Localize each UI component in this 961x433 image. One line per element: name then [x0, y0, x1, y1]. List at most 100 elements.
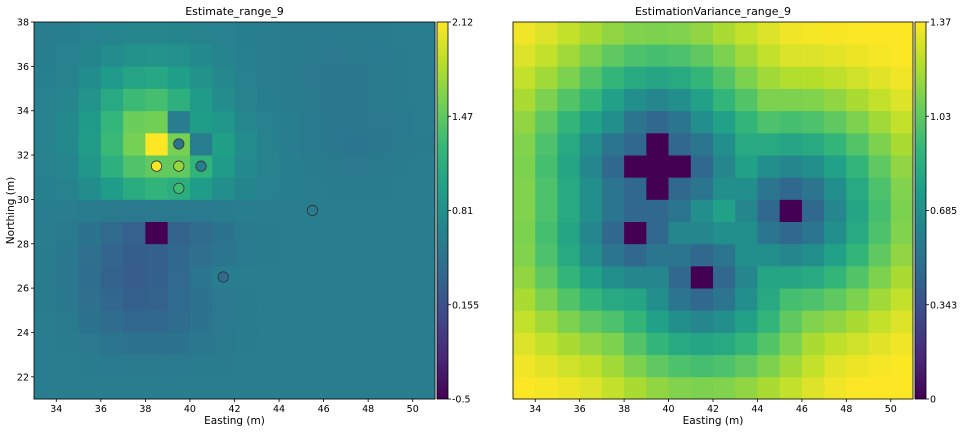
heat-cell — [301, 376, 325, 400]
heat-cell — [100, 376, 124, 400]
heat-cell — [579, 310, 603, 333]
heat-cell — [323, 199, 347, 222]
heat-cell — [757, 376, 781, 400]
heat-cell — [735, 243, 758, 267]
heat-cell — [890, 177, 914, 200]
heat-cell — [735, 221, 758, 245]
heat-cell — [234, 66, 258, 89]
heat-cell — [757, 199, 781, 222]
variance-title: EstimationVariance_range_9 — [635, 5, 791, 18]
heat-cell — [713, 22, 736, 45]
heat-cell — [535, 265, 558, 289]
heat-cell — [868, 22, 892, 45]
heat-cell — [345, 310, 369, 333]
heat-cell — [189, 199, 213, 222]
heat-cell — [690, 199, 714, 222]
heat-cell — [56, 288, 79, 311]
heat-cell — [34, 265, 57, 289]
heat-cell — [301, 310, 325, 333]
heat-cell — [390, 376, 414, 400]
heat-cell — [868, 221, 892, 245]
heat-cell — [56, 44, 79, 67]
heat-cell — [56, 110, 79, 134]
heat-cell — [713, 44, 736, 67]
heat-cell — [557, 155, 581, 178]
heat-cell — [801, 177, 825, 200]
heat-cell — [624, 88, 647, 112]
heat-cell — [390, 155, 414, 178]
heat-cell — [78, 376, 102, 400]
heat-cell — [868, 110, 892, 134]
heat-cell — [78, 177, 102, 200]
heat-cell — [779, 265, 803, 289]
heat-cell — [123, 66, 146, 89]
heat-cell — [167, 243, 191, 267]
heat-cell — [145, 243, 169, 267]
heat-cell — [368, 376, 391, 400]
heat-cell — [212, 110, 235, 134]
heat-cell — [513, 243, 536, 267]
heat-cell — [368, 110, 391, 134]
heat-cell — [690, 376, 714, 400]
heat-cell — [868, 155, 892, 178]
heat-cell — [256, 354, 280, 378]
heat-cell — [890, 132, 914, 156]
heat-cell — [279, 354, 302, 378]
heat-cell — [713, 177, 736, 200]
heat-cell — [145, 288, 169, 311]
heat-cell — [78, 88, 102, 112]
heat-cell — [323, 354, 347, 378]
heat-cell — [601, 221, 625, 245]
heat-cell — [690, 310, 714, 333]
heat-cell — [390, 44, 414, 67]
heat-cell — [824, 132, 847, 156]
heat-cell — [801, 132, 825, 156]
heat-cell — [801, 221, 825, 245]
heat-cell — [624, 332, 647, 356]
heat-cell — [557, 376, 581, 400]
y-tick-label: 30 — [17, 195, 29, 206]
heat-cell — [513, 66, 536, 89]
heat-cell — [34, 354, 57, 378]
heat-cell — [56, 265, 79, 289]
heat-cell — [100, 44, 124, 67]
heat-cell — [890, 265, 914, 289]
heat-cell — [846, 243, 869, 267]
heat-cell — [212, 177, 235, 200]
heat-cell — [78, 288, 102, 311]
heat-cell — [345, 265, 369, 289]
heat-cell — [145, 88, 169, 112]
heat-cell — [846, 155, 869, 178]
heat-cell — [690, 22, 714, 45]
x-tick-label: 50 — [407, 404, 419, 415]
heat-cell — [824, 221, 847, 245]
heat-cell — [535, 132, 558, 156]
heat-cell — [557, 288, 581, 311]
heat-cell — [100, 199, 124, 222]
heat-cell — [34, 376, 57, 400]
heat-cell — [345, 288, 369, 311]
heat-cell — [34, 288, 57, 311]
heat-cell — [390, 288, 414, 311]
heat-cell — [690, 177, 714, 200]
heat-cell — [256, 110, 280, 134]
heat-cell — [713, 288, 736, 311]
heat-cell — [579, 243, 603, 267]
heat-cell — [167, 199, 191, 222]
heat-cell — [801, 88, 825, 112]
heat-cell — [323, 243, 347, 267]
heat-cell — [890, 310, 914, 333]
heat-cell — [824, 265, 847, 289]
heat-cell — [412, 66, 436, 89]
heat-cell — [646, 110, 669, 134]
heat-cell — [713, 199, 736, 222]
heat-cell — [713, 310, 736, 333]
heat-cell — [535, 199, 558, 222]
heat-cell — [690, 132, 714, 156]
heat-cell — [890, 243, 914, 267]
heat-cell — [846, 265, 869, 289]
heat-cell — [100, 288, 124, 311]
estimate-samples — [150, 138, 319, 283]
heat-cell — [668, 354, 692, 378]
